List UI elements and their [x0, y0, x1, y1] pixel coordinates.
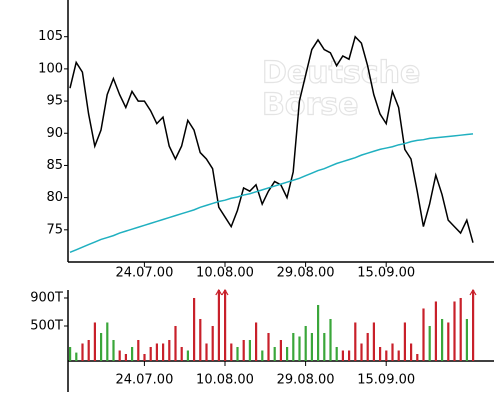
volume-bar [329, 318, 332, 361]
volume-bar [459, 297, 462, 361]
overflow-arrow [215, 288, 223, 296]
volume-bar [155, 343, 158, 361]
x-tick-label: 24.07.00 [115, 266, 173, 281]
x-tick-label: 15.09.00 [357, 373, 415, 388]
volume-bar [267, 332, 270, 361]
volume-bar [273, 346, 276, 361]
y-tick-label: 85 [46, 158, 63, 173]
volume-bar [472, 290, 475, 361]
volume-bar [441, 318, 444, 361]
volume-bar [379, 346, 382, 361]
volume-bar [186, 350, 189, 361]
volume-bar [410, 343, 413, 361]
volume-bar [372, 322, 375, 361]
x-tick-label: 24.07.00 [115, 373, 173, 388]
volume-bar [248, 339, 251, 361]
y-tick-label: 75 [46, 222, 63, 237]
y-tick-label: 90 [46, 126, 63, 141]
volume-bar [100, 332, 103, 361]
y-tick-label: 100 [38, 61, 63, 76]
volume-bar [261, 350, 264, 361]
volume-bar [453, 301, 456, 361]
overflow-arrow [469, 288, 477, 296]
volume-bar [317, 304, 320, 361]
price-line [69, 133, 474, 254]
volume-bar [87, 339, 90, 361]
volume-bar [137, 339, 140, 361]
volume-bar [81, 343, 84, 361]
volume-bar [348, 350, 351, 361]
volume-bar [403, 322, 406, 361]
volume-bar [335, 346, 338, 361]
volume-bar [304, 325, 307, 361]
volume-bar [168, 339, 171, 361]
volume-bar [422, 308, 425, 361]
volume-bar [205, 343, 208, 361]
volume-bar [174, 325, 177, 361]
x-tick-label: 10.08.00 [196, 266, 254, 281]
volume-bar [224, 290, 227, 361]
y-tick-label: 80 [46, 190, 63, 205]
volume-bar [397, 350, 400, 361]
volume-bar [180, 346, 183, 361]
volume-bar [279, 339, 282, 361]
volume-bar [298, 336, 301, 361]
volume-bar [286, 346, 289, 361]
y-tick-label: 900T [30, 290, 63, 305]
x-tick-label: 10.08.00 [196, 373, 254, 388]
y-tick-label: 105 [38, 29, 63, 44]
volume-bar [447, 322, 450, 361]
volume-bar [75, 352, 78, 361]
y-tick-label: 500T [30, 318, 63, 333]
volume-bar [391, 343, 394, 361]
volume-bar [162, 343, 165, 361]
volume-bar [323, 332, 326, 361]
x-tick-label: 15.09.00 [357, 266, 415, 281]
volume-bar [143, 353, 146, 361]
volume-bar [428, 325, 431, 361]
volume-bar [310, 332, 313, 361]
volume-bar [416, 353, 419, 361]
volume-bar [193, 297, 196, 361]
volume-bars [69, 290, 475, 361]
volume-bar [93, 322, 96, 361]
volume-bar [112, 339, 115, 361]
volume-bar [465, 318, 468, 361]
volume-bar [354, 322, 357, 361]
y-tick-label: 95 [46, 94, 63, 109]
volume-bar [360, 343, 363, 361]
volume-bar [255, 322, 258, 361]
volume-bar [434, 301, 437, 361]
volume-bar [385, 350, 388, 361]
volume-bar [217, 290, 220, 361]
watermark: Deutsche [262, 56, 420, 91]
volume-bar [69, 346, 72, 361]
volume-bar [236, 346, 239, 361]
overflow-arrow [221, 288, 229, 296]
x-tick-label: 29.08.00 [277, 266, 335, 281]
volume-bar [106, 322, 109, 361]
volume-bar [230, 343, 233, 361]
volume-bar [366, 332, 369, 361]
volume-bar [292, 332, 295, 361]
volume-bar [341, 350, 344, 361]
watermark: Börse [262, 88, 358, 123]
x-tick-label: 29.08.00 [277, 373, 335, 388]
volume-bar [211, 325, 214, 361]
volume-bar [149, 346, 152, 361]
volume-bar [118, 350, 121, 361]
volume-bar [124, 353, 127, 361]
volume-bar [131, 346, 134, 361]
volume-bar [242, 339, 245, 361]
volume-bar [199, 318, 202, 361]
